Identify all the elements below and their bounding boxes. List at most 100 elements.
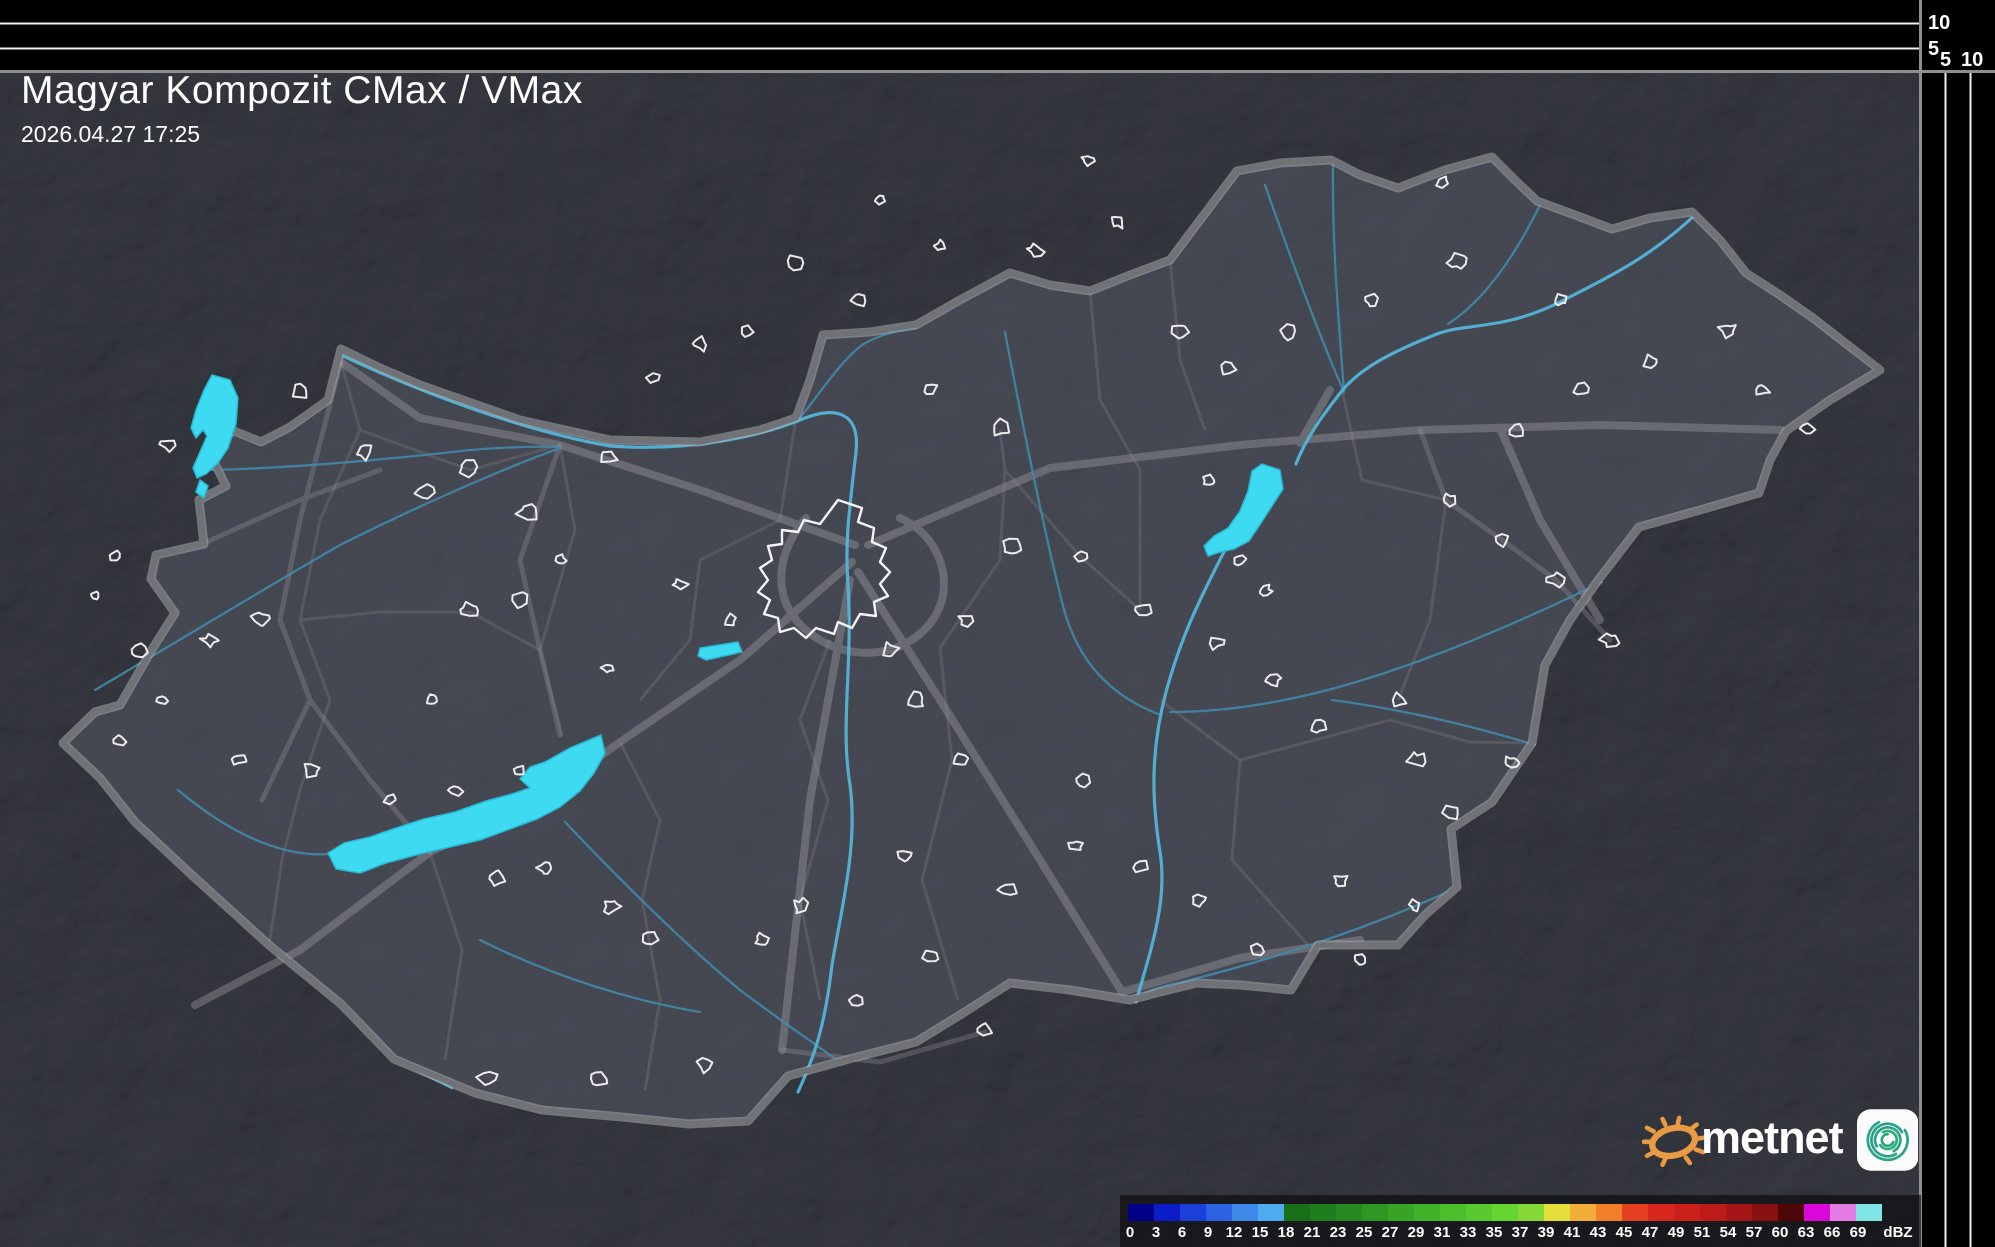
town-outline: [896, 850, 913, 863]
river-tisza-lower: [1134, 546, 1228, 1004]
town-outline: [514, 503, 538, 521]
town-outline: [108, 549, 121, 562]
legend-tick: 31: [1433, 1224, 1451, 1241]
town-outline: [447, 785, 465, 797]
river-danube: [339, 353, 859, 1094]
town-outline: [155, 695, 170, 705]
town-outline: [1405, 751, 1427, 768]
legend-tick: 66: [1823, 1224, 1841, 1241]
lake-ferto: [190, 374, 239, 479]
town-outline: [1233, 554, 1248, 567]
town-outline: [1798, 422, 1817, 435]
legend-tick: 9: [1203, 1224, 1213, 1241]
legend-tick: 0: [1125, 1224, 1135, 1241]
legend-tick: 51: [1693, 1224, 1711, 1241]
legend-cell-57: [1752, 1204, 1778, 1221]
town-outline: [786, 254, 805, 272]
legend-tick: 6: [1177, 1224, 1187, 1241]
legend-cell-9: [1206, 1204, 1232, 1221]
town-outline: [382, 793, 397, 806]
page-title: Magyar Kompozit CMax / VMax: [21, 69, 583, 112]
metnet-logo[interactable]: metnet: [1642, 1100, 1918, 1180]
town-outline: [1545, 571, 1566, 589]
lakes: [190, 374, 1284, 874]
legend-tick: 27: [1381, 1224, 1399, 1241]
legend-tick: 41: [1563, 1224, 1581, 1241]
legend-tick: 37: [1511, 1224, 1529, 1241]
town-outline: [1170, 324, 1191, 340]
legend-cell-37: [1518, 1204, 1544, 1221]
town-outline: [603, 900, 623, 916]
town-outline: [1504, 755, 1521, 769]
right-scale-label-5: 5: [1940, 49, 1952, 71]
town-outline: [1249, 942, 1265, 957]
legend-tick: 35: [1485, 1224, 1503, 1241]
town-outline: [1110, 216, 1124, 230]
town-outline: [291, 382, 308, 399]
top-profile-panel: [0, 0, 1995, 71]
town-outline: [230, 754, 248, 766]
legend-cell-27: [1388, 1204, 1414, 1221]
town-outline: [691, 335, 708, 353]
lake-velence: [697, 641, 743, 661]
town-outline: [413, 483, 436, 500]
legend-cell-66: [1830, 1204, 1856, 1221]
town-outline: [849, 293, 867, 308]
town-outline: [644, 372, 661, 384]
dbz-colorbar: [1128, 1204, 1882, 1221]
town-outline: [1554, 292, 1568, 307]
town-outline: [1364, 292, 1379, 308]
legend-cell-3: [1154, 1204, 1180, 1221]
top-scale-label-5: 5: [1928, 38, 1940, 60]
town-outline: [996, 883, 1018, 896]
town-outline: [1508, 422, 1524, 438]
town-outline: [198, 632, 220, 649]
dbz-tick-labels: 0 3 6 9 12 15 18 21 23 25 27 29 31 33 35 37 39 41 43 45 47 49…: [1120, 1195, 1921, 1247]
legend-cell-69: [1856, 1204, 1882, 1221]
town-outline: [1642, 353, 1658, 369]
town-outline: [1080, 155, 1096, 168]
town-outline: [1132, 859, 1149, 874]
legend-tick: 18: [1277, 1224, 1295, 1241]
legend-cell-39: [1544, 1204, 1570, 1221]
legend-cell-43: [1596, 1204, 1622, 1221]
town-outline: [1279, 323, 1296, 342]
legend-tick: 57: [1745, 1224, 1763, 1241]
town-outline: [1441, 804, 1459, 821]
town-outline: [1264, 673, 1283, 688]
legend-cell-33: [1466, 1204, 1492, 1221]
town-outline: [130, 642, 149, 659]
town-outline: [1353, 953, 1367, 966]
sun-icon: [1642, 1115, 1707, 1168]
town-outline: [488, 869, 507, 887]
town-outline: [512, 764, 525, 776]
legend-cell-23: [1336, 1204, 1362, 1221]
town-outline: [1755, 384, 1772, 396]
lake-tisza: [1203, 463, 1284, 557]
dbz-legend: 0 3 6 9 12 15 18 21 23 25 27 29 31 33 35 37 39 41 43 45 47 49…: [1120, 1195, 1921, 1247]
town-outline: [1716, 324, 1737, 340]
right-scale-label-10: 10: [1961, 49, 1984, 71]
right-profile-panel: [1921, 72, 1995, 1247]
town-outline: [695, 1056, 714, 1075]
town-outline: [724, 612, 737, 627]
legend-unit-label: dBZ: [1883, 1224, 1913, 1241]
town-outline: [1494, 533, 1510, 549]
town-outline: [475, 1070, 499, 1086]
legend-cell-25: [1362, 1204, 1388, 1221]
town-outline: [923, 383, 939, 395]
town-outline: [1597, 632, 1621, 648]
legend-cell-18: [1284, 1204, 1310, 1221]
town-outline: [249, 611, 271, 627]
legend-cell-0: [1128, 1204, 1154, 1221]
metnet-app-icon: [1856, 1109, 1918, 1171]
town-outline: [976, 1022, 993, 1037]
legend-tick: 45: [1615, 1224, 1633, 1241]
town-outline: [1407, 898, 1420, 913]
town-outline: [1220, 360, 1238, 376]
town-outline: [535, 861, 552, 875]
county-borders: [267, 259, 1533, 1091]
legend-cell-6: [1180, 1204, 1206, 1221]
town-outline: [590, 1071, 609, 1087]
